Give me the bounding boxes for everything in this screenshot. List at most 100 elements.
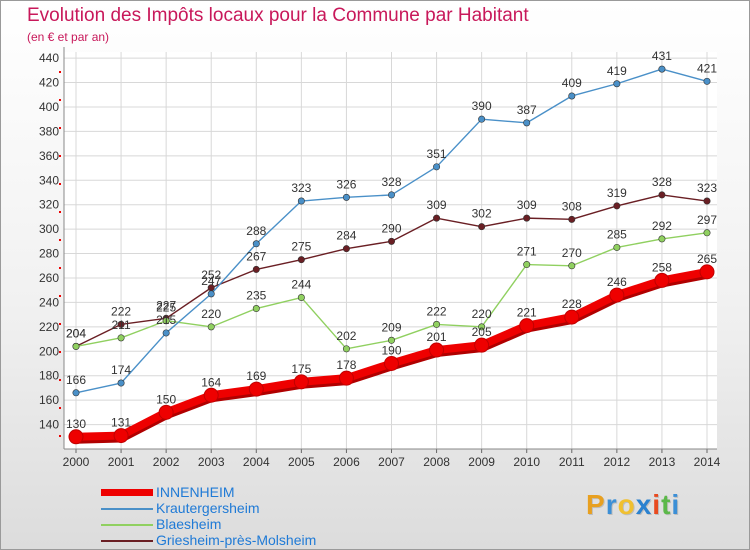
x-tick-label: 2013 <box>649 455 676 469</box>
data-label: 169 <box>246 369 266 383</box>
logo-letter: o <box>617 489 636 520</box>
data-point <box>252 240 260 248</box>
data-point <box>703 197 711 205</box>
x-tick-label: 2010 <box>513 455 540 469</box>
legend-swatch <box>101 508 153 510</box>
data-point <box>613 202 621 210</box>
data-point <box>384 355 399 371</box>
data-label: 258 <box>652 260 672 274</box>
data-label: 290 <box>381 221 401 235</box>
data-point <box>474 337 490 353</box>
y-tick-label: 360 <box>39 149 59 163</box>
axis-marker <box>59 183 61 185</box>
data-point <box>252 305 260 313</box>
data-label: 297 <box>697 213 717 227</box>
legend-label: Blaesheim <box>156 516 222 532</box>
data-point <box>297 197 305 205</box>
data-label: 209 <box>381 320 401 334</box>
data-point <box>342 245 350 253</box>
data-point <box>338 370 354 386</box>
logo-letter: P <box>586 489 606 520</box>
data-label: 351 <box>427 147 447 161</box>
grid <box>64 52 717 449</box>
data-point <box>433 214 441 222</box>
y-tick-label: 400 <box>39 100 59 114</box>
data-label: 309 <box>517 198 537 212</box>
x-tick-label: 2012 <box>604 455 631 469</box>
data-point <box>72 389 80 397</box>
x-tick-label: 2006 <box>333 455 360 469</box>
axis-marker <box>59 323 61 325</box>
data-label: 319 <box>607 186 627 200</box>
data-point <box>297 294 305 302</box>
data-point <box>297 256 305 264</box>
data-point <box>117 320 125 328</box>
x-tick-label: 2009 <box>468 455 495 469</box>
y-tick-label: 140 <box>39 418 59 432</box>
chart-subtitle: (en € et par an) <box>27 30 110 44</box>
y-tick-label: 240 <box>39 295 59 309</box>
data-point <box>117 379 125 387</box>
data-point <box>564 309 580 325</box>
data-point <box>478 323 486 331</box>
logo-letter: i <box>652 489 662 520</box>
data-label: 202 <box>336 329 356 343</box>
data-point <box>609 287 625 303</box>
data-label: 164 <box>201 375 221 389</box>
data-point <box>252 265 260 273</box>
data-label: 431 <box>652 49 672 63</box>
data-label: 175 <box>291 362 311 376</box>
data-point <box>433 320 441 328</box>
data-point <box>658 191 666 199</box>
data-point <box>568 92 576 100</box>
data-label: 252 <box>201 268 221 282</box>
data-label: 328 <box>652 175 672 189</box>
data-label: 204 <box>66 326 86 340</box>
data-label: 271 <box>517 245 537 259</box>
data-point <box>703 229 711 237</box>
axis-marker <box>59 267 61 269</box>
data-label: 292 <box>652 219 672 233</box>
data-label: 178 <box>336 358 356 372</box>
data-point <box>613 243 621 251</box>
data-label: 390 <box>472 99 492 113</box>
x-tick-label: 2008 <box>423 455 450 469</box>
x-tick-label: 2002 <box>153 455 180 469</box>
y-tick-label: 260 <box>39 271 59 285</box>
axis-marker <box>59 211 61 213</box>
data-label: 225 <box>156 301 176 315</box>
data-label: 328 <box>381 175 401 189</box>
data-point <box>613 80 621 88</box>
data-label: 247 <box>201 274 221 288</box>
axis-marker <box>59 295 61 297</box>
legend-swatch <box>101 540 153 542</box>
data-point <box>162 329 170 337</box>
plot-area <box>64 52 717 449</box>
axis-marker <box>59 435 61 437</box>
legend-swatch <box>101 524 153 526</box>
logo-letter: r <box>605 489 618 520</box>
data-label: 130 <box>66 417 86 431</box>
data-point <box>478 115 486 123</box>
data-label: 220 <box>472 307 492 321</box>
axis-marker <box>59 407 61 409</box>
data-point <box>523 119 531 127</box>
data-label: 211 <box>112 318 131 332</box>
data-point <box>158 404 174 420</box>
data-point <box>703 77 711 85</box>
data-label: 302 <box>472 207 492 221</box>
x-tick-label: 2003 <box>198 455 225 469</box>
data-point <box>117 334 125 342</box>
data-point <box>342 345 350 353</box>
y-tick-label: 320 <box>39 198 59 212</box>
data-label: 267 <box>246 249 266 263</box>
x-tick-label: 2011 <box>559 455 585 469</box>
data-label: 419 <box>607 64 627 78</box>
data-label: 215 <box>156 313 176 327</box>
proxiti-logo: Proxiti <box>586 489 680 521</box>
data-label: 221 <box>517 306 537 320</box>
y-tick-label: 200 <box>39 344 59 358</box>
data-point <box>654 272 670 288</box>
data-label: 150 <box>156 392 176 406</box>
